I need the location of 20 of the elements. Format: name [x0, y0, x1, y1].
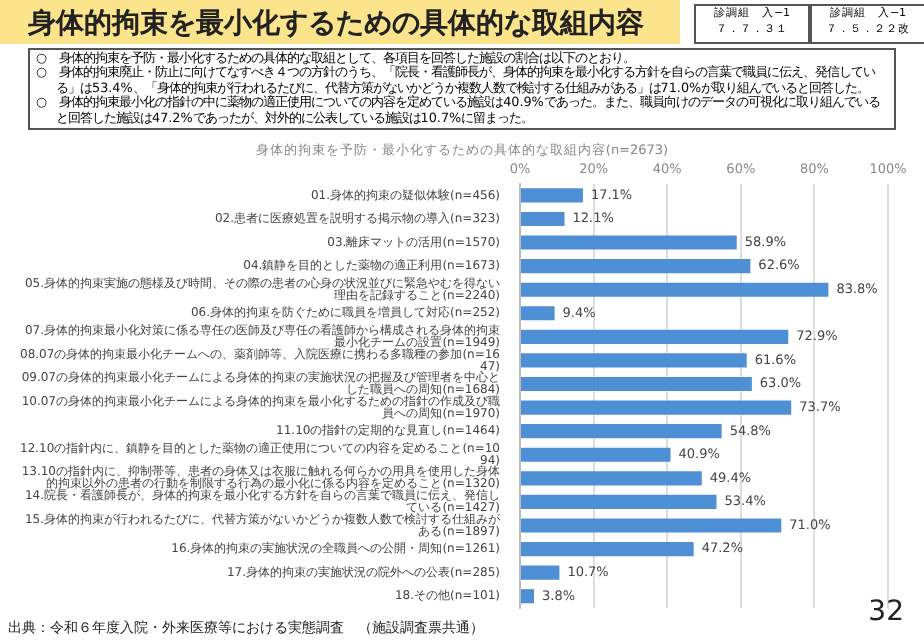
- bar: [521, 565, 560, 580]
- bar: [521, 400, 792, 415]
- bar: [521, 211, 565, 227]
- bar: [521, 329, 789, 344]
- bar: [521, 541, 694, 557]
- bar: [521, 424, 722, 439]
- bar: [521, 259, 751, 274]
- bar: [521, 471, 702, 486]
- bar: [521, 518, 782, 533]
- bar: [521, 306, 555, 321]
- bar: [521, 494, 717, 509]
- bar: [521, 282, 829, 297]
- bar: [521, 188, 583, 203]
- bar: [521, 447, 671, 462]
- bar: [521, 589, 534, 604]
- chart-title: 身体的拘束を最小化するための具体的な取組内容: [28, 6, 644, 42]
- annotation: 32: [868, 596, 904, 628]
- bar: [521, 353, 747, 368]
- bar: [521, 376, 752, 392]
- bar: [521, 235, 737, 250]
